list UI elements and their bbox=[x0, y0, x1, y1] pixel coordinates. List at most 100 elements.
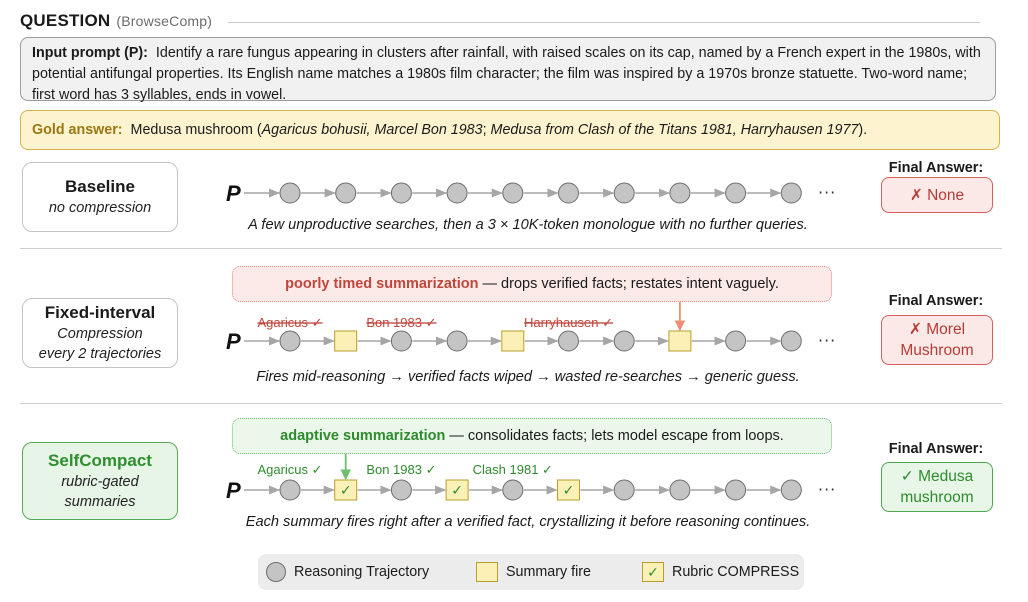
callout-bold: poorly timed summarization bbox=[285, 276, 479, 292]
reasoning-node bbox=[725, 182, 747, 204]
p-label: P bbox=[226, 181, 241, 206]
legend-label: Rubric COMPRESS bbox=[672, 564, 800, 580]
callout-poor-timing: poorly timed summarization — drops verif… bbox=[232, 266, 832, 302]
reasoning-node bbox=[669, 182, 691, 204]
reasoning-node bbox=[725, 479, 747, 501]
fact-label: Bon 1983 ✓ bbox=[366, 462, 436, 477]
reasoning-node bbox=[725, 330, 747, 352]
gold-sep: ; bbox=[482, 122, 491, 138]
final-answer-label: Final Answer: bbox=[888, 441, 984, 457]
callout-bold: adaptive summarization bbox=[280, 428, 446, 444]
check-icon: ✓ bbox=[563, 483, 575, 499]
summary-node bbox=[668, 330, 692, 352]
gold-species: Agaricus bohusii, Marcel Bon 1983 bbox=[261, 122, 483, 138]
method-baseline: Baseline no compression bbox=[22, 162, 178, 232]
fact-label: Agaricus ✓ bbox=[257, 462, 322, 477]
ellipsis-icon: ··· bbox=[818, 183, 836, 202]
fact-label: Bon 1983 ✓ bbox=[366, 315, 436, 330]
reasoning-node bbox=[279, 330, 301, 352]
reasoning-node bbox=[279, 479, 301, 501]
callout-adaptive: adaptive summarization — consolidates fa… bbox=[232, 418, 832, 454]
answer-line-2: Mushroom bbox=[900, 342, 974, 359]
rubric-compress-node bbox=[557, 479, 580, 501]
fact-label: Agaricus ✓ bbox=[257, 315, 322, 330]
legend-item-rubric: ✓ Rubric COMPRESS bbox=[642, 554, 799, 590]
final-answer-label: Final Answer: bbox=[888, 293, 984, 309]
summary-node bbox=[334, 330, 358, 352]
reasoning-node bbox=[502, 182, 524, 204]
reasoning-node bbox=[390, 330, 412, 352]
reasoning-node bbox=[780, 182, 802, 204]
p-label: P bbox=[226, 329, 241, 354]
method-selfcompact: SelfCompact rubric-gated summaries bbox=[22, 442, 178, 520]
check-icon: ✓ bbox=[340, 483, 352, 499]
answer-line-2: mushroom bbox=[900, 489, 974, 506]
row-divider bbox=[20, 248, 1002, 249]
reasoning-node bbox=[613, 182, 635, 204]
reasoning-node bbox=[558, 330, 579, 352]
check-square-icon: ✓ bbox=[642, 562, 664, 582]
question-heading: QUESTION bbox=[20, 11, 111, 30]
callout-rest: — drops verified facts; restates intent … bbox=[478, 276, 779, 292]
square-icon bbox=[476, 562, 498, 582]
method-sub-2: summaries bbox=[64, 494, 136, 510]
gold-close: ). bbox=[858, 122, 868, 138]
method-title: Fixed-interval bbox=[44, 303, 156, 322]
answer-line-1: ✓ Medusa bbox=[900, 468, 974, 485]
prompt-label: Input prompt (P): bbox=[32, 45, 148, 61]
ellipsis-icon: ··· bbox=[818, 331, 836, 350]
method-sub: no compression bbox=[48, 200, 152, 216]
legend-item-summary: Summary fire bbox=[476, 554, 591, 590]
reasoning-node bbox=[279, 182, 301, 204]
p-label: P bbox=[226, 478, 241, 503]
question-title: QUESTION (BrowseComp) bbox=[20, 11, 212, 31]
reasoning-node bbox=[558, 182, 579, 204]
legend: Reasoning Trajectory Summary fire ✓ Rubr… bbox=[258, 554, 804, 590]
reasoning-node bbox=[613, 479, 635, 501]
final-answer-baseline: ✗ None bbox=[881, 177, 993, 213]
reasoning-node bbox=[390, 182, 412, 204]
final-answer-fixed: ✗ Morel Mushroom bbox=[881, 315, 993, 365]
method-sub-2: every 2 trajectories bbox=[38, 346, 162, 362]
rubric-compress-node bbox=[445, 479, 469, 501]
ellipsis-icon: ··· bbox=[818, 480, 836, 499]
check-icon: ✓ bbox=[451, 483, 463, 499]
reasoning-node bbox=[390, 479, 412, 501]
caption-fixed: Fires mid-reasoning → verified facts wip… bbox=[256, 369, 800, 385]
caption-selfcompact: Each summary fires right after a verifie… bbox=[245, 514, 811, 530]
method-sub: Compression bbox=[57, 326, 143, 342]
legend-item-reasoning: Reasoning Trajectory bbox=[266, 554, 429, 590]
gold-answer-box: Gold answer: Medusa mushroom (Agaricus b… bbox=[20, 110, 1000, 150]
gold-label: Gold answer: bbox=[32, 122, 123, 138]
method-fixed-interval: Fixed-interval Compression every 2 traje… bbox=[22, 298, 178, 368]
question-source: (BrowseComp) bbox=[116, 13, 213, 29]
reasoning-node bbox=[780, 330, 802, 352]
method-sub: rubric-gated bbox=[61, 474, 139, 490]
gold-text-1: Medusa mushroom ( bbox=[130, 122, 262, 138]
circle-icon bbox=[266, 562, 286, 582]
input-prompt-box: Input prompt (P): Identify a rare fungus… bbox=[20, 37, 996, 103]
method-title: SelfCompact bbox=[48, 451, 152, 470]
callout-rest: — consolidates facts; lets model escape … bbox=[445, 428, 784, 444]
gold-film: Medusa from Clash of the Titans 1981, Ha… bbox=[490, 122, 859, 138]
final-answer-selfcompact: ✓ Medusa mushroom bbox=[881, 462, 993, 512]
summary-node bbox=[501, 330, 525, 352]
answer-text: ✗ None bbox=[909, 186, 965, 204]
reasoning-node bbox=[335, 182, 357, 204]
header-divider bbox=[228, 22, 980, 23]
reasoning-node bbox=[502, 479, 524, 501]
fact-label: Harryhausen ✓ bbox=[524, 315, 613, 330]
legend-label: Summary fire bbox=[506, 564, 591, 580]
reasoning-node bbox=[446, 182, 468, 204]
prompt-text: Identify a rare fungus appearing in clus… bbox=[32, 45, 981, 103]
method-title: Baseline bbox=[65, 177, 135, 196]
reasoning-node bbox=[780, 479, 802, 501]
reasoning-node bbox=[613, 330, 635, 352]
reasoning-node bbox=[446, 330, 468, 352]
legend-label: Reasoning Trajectory bbox=[294, 564, 430, 580]
final-answer-label: Final Answer: bbox=[888, 160, 984, 176]
caption-baseline: A few unproductive searches, then a 3 × … bbox=[248, 217, 808, 233]
answer-line-1: ✗ Morel bbox=[908, 321, 966, 338]
reasoning-node bbox=[669, 479, 691, 501]
